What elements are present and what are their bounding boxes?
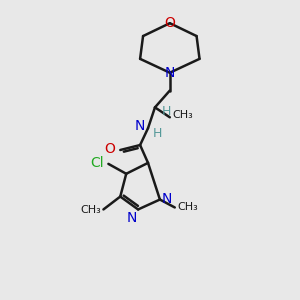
Text: H: H xyxy=(153,127,162,140)
Text: O: O xyxy=(104,142,115,156)
Text: O: O xyxy=(164,16,175,30)
Text: CH₃: CH₃ xyxy=(81,206,101,215)
Text: Cl: Cl xyxy=(90,156,104,170)
Text: N: N xyxy=(135,119,145,133)
Text: N: N xyxy=(165,66,175,80)
Text: CH₃: CH₃ xyxy=(173,110,194,120)
Text: H: H xyxy=(162,105,171,118)
Text: N: N xyxy=(127,212,137,225)
Text: CH₃: CH₃ xyxy=(178,202,199,212)
Text: N: N xyxy=(162,191,172,206)
